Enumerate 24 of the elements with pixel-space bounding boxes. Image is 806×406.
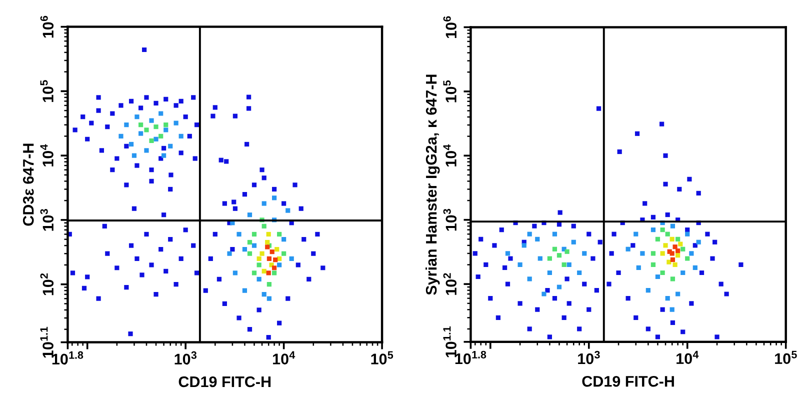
y-tick-label: 10$^{1.1}$ — [40, 326, 54, 358]
x-tick-label: 10$^{1.8}$ — [455, 350, 486, 364]
y-tick-label: 10$^{3}$ — [40, 209, 54, 231]
x-tick-label: 10$^{4}$ — [273, 351, 296, 364]
y-tick-label: 10$^{6}$ — [443, 16, 457, 38]
y-tick-label: 10$^{1.1}$ — [443, 326, 456, 358]
y-axis-title: CD3ε 647-H — [22, 144, 34, 226]
y-tick-label: 10$^{3}$ — [443, 208, 457, 231]
x-axis-title: CD19 FITC-H — [582, 376, 674, 387]
x-tick-label: 10$^{1.8}$ — [52, 351, 84, 365]
x-tick-label: 10$^{5}$ — [775, 350, 797, 364]
x-tick-label: 10$^{5}$ — [371, 351, 394, 364]
y-axis-title: Syrian Hamster IgG2a, κ 647-H — [425, 74, 440, 295]
y-tick-label: 10$^{2}$ — [443, 273, 457, 295]
x-tick-label: 10$^{3}$ — [578, 350, 600, 364]
y-tick-label: 10$^{4}$ — [40, 144, 54, 166]
x-axis-title: CD19 FITC-H — [178, 376, 271, 388]
x-tick-label: 10$^{3}$ — [174, 351, 197, 365]
x-tick-label: 10$^{4}$ — [676, 350, 699, 364]
y-tick-label: 10$^{4}$ — [443, 144, 456, 166]
y-tick-label: 10$^{5}$ — [443, 80, 456, 102]
y-tick-label: 10$^{5}$ — [40, 80, 54, 102]
y-tick-label: 10$^{2}$ — [40, 273, 54, 296]
y-tick-label: 10$^{6}$ — [40, 16, 54, 38]
